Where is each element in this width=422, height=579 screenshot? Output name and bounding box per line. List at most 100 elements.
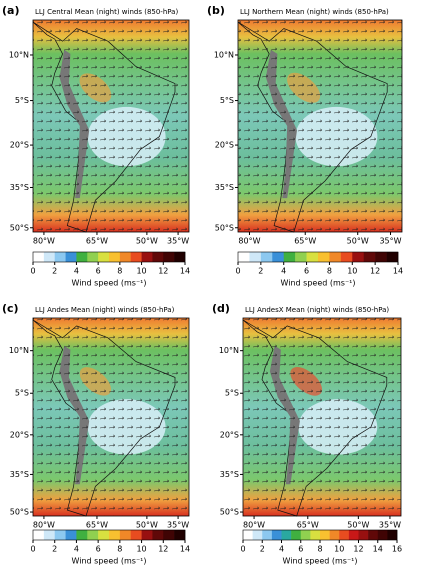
colorbar-tick-label: 14 — [393, 267, 403, 276]
colorbar-tick-label: 0 — [240, 545, 245, 554]
colorbar-tick-label: 6 — [96, 267, 101, 276]
lat-label: 35°S — [220, 470, 239, 479]
colorbar-segment — [386, 252, 399, 262]
colorbar-segment — [320, 530, 330, 540]
lat-label: 5°S — [225, 389, 239, 398]
lat-label: 35°S — [215, 183, 234, 192]
colorbar-tick-label: 8 — [117, 545, 122, 554]
lat-label: 50°S — [10, 508, 29, 517]
colorbar-tick-label: 14 — [180, 545, 190, 554]
colorbar-frame — [32, 251, 186, 263]
lat-label: 35°S — [10, 183, 29, 192]
colorbar-segment — [300, 530, 311, 540]
colorbar-segment — [33, 530, 45, 540]
colorbar-segment — [352, 252, 365, 262]
colorbar-tick-label: 14 — [373, 545, 383, 554]
colorbar-tick-label: 4 — [74, 267, 79, 276]
colorbar-segment — [87, 530, 99, 540]
colorbar-segment — [318, 252, 330, 262]
colorbar-tick-label: 0 — [30, 267, 35, 276]
lat-label: 10°N — [9, 346, 29, 355]
lat-label: 20°S — [220, 430, 239, 439]
colorbar-segment — [76, 530, 88, 540]
wind-vectors — [238, 20, 402, 232]
panel-label: (c) — [2, 302, 19, 315]
lon-label: 50°W — [347, 521, 369, 530]
colorbar-segment — [43, 252, 56, 262]
colorbar-segment — [98, 530, 110, 540]
colorbar-tick-label: 12 — [158, 545, 168, 554]
lon-label: 65°W — [86, 237, 108, 246]
colorbar-tick-label: 10 — [136, 545, 146, 554]
panel: (d) LLJ AndesX Mean (night) winds (850-hP… — [212, 302, 402, 566]
colorbar-tick-label: 4 — [74, 545, 79, 554]
panel-label: (a) — [2, 4, 19, 17]
lon-label: 65°W — [294, 237, 316, 246]
colorbar-tick-label: 2 — [258, 267, 263, 276]
colorbar-frame — [237, 251, 399, 263]
colorbar-tick-label: 4 — [281, 267, 286, 276]
colorbar-tick-label: 2 — [52, 267, 57, 276]
colorbar-tick-label: 6 — [96, 545, 101, 554]
colorbar-label: Wind speed (ms⁻¹) — [281, 279, 356, 288]
colorbar-tick-label: 6 — [298, 545, 303, 554]
colorbar-segment — [87, 252, 99, 262]
colorbar-segment — [119, 252, 132, 262]
lon-label: 50°W — [136, 521, 158, 530]
lon-label: 80°W — [33, 521, 55, 530]
panel-label: (b) — [207, 4, 225, 17]
colorbar-segment — [109, 252, 121, 262]
colorbar-frame — [32, 529, 186, 541]
panel-title: LLJ Northern Mean (night) winds (850-hPa… — [240, 8, 389, 16]
colorbar-segment — [43, 530, 56, 540]
colorbar-segment — [310, 530, 321, 540]
wind-vectors — [33, 318, 189, 516]
wind-vectors — [243, 318, 401, 516]
colorbar-segment — [98, 252, 110, 262]
lat-label: 5°S — [15, 96, 29, 105]
colorbar-tick-label: 12 — [158, 267, 168, 276]
colorbar-segment — [291, 530, 302, 540]
lon-label: 80°W — [243, 521, 265, 530]
lat-label: 10°N — [9, 50, 29, 59]
panel-label: (d) — [212, 302, 230, 315]
colorbar-segment — [358, 530, 369, 540]
colorbar-segment — [54, 252, 66, 262]
colorbar-segment — [141, 252, 153, 262]
colorbar-tick-label: 8 — [117, 267, 122, 276]
colorbar-segment — [387, 530, 398, 540]
colorbar-segment — [295, 252, 307, 262]
lat-label: 50°S — [215, 223, 234, 232]
colorbar-segment — [271, 530, 282, 540]
colorbar-segment — [363, 252, 376, 262]
colorbar-tick-label: 12 — [370, 267, 380, 276]
lon-label: 35°W — [167, 237, 189, 246]
colorbar-tick-label: 10 — [136, 267, 146, 276]
colorbar-segment — [130, 530, 142, 540]
colorbar-segment — [339, 530, 350, 540]
panel-title: LLJ Central Mean (night) winds (850-hPa) — [35, 8, 178, 16]
colorbar-segment — [368, 530, 379, 540]
colorbar-segment — [340, 252, 353, 262]
colorbar-segment — [281, 530, 292, 540]
colorbar-tick-label: 6 — [304, 267, 309, 276]
map-frame — [237, 19, 403, 233]
colorbar-segment — [130, 252, 142, 262]
colorbar-tick-label: 8 — [317, 545, 322, 554]
lon-label: 35°W — [379, 237, 401, 246]
colorbar-segment — [174, 530, 186, 540]
colorbar-segment — [65, 530, 77, 540]
colorbar-segment — [54, 530, 66, 540]
colorbar-tick-label: 0 — [235, 267, 240, 276]
colorbar-segment — [348, 530, 359, 540]
lat-label: 50°S — [10, 223, 29, 232]
colorbar-tick-label: 2 — [52, 545, 57, 554]
colorbar-segment — [141, 530, 153, 540]
lat-label: 20°S — [10, 141, 29, 150]
lat-label: 20°S — [10, 430, 29, 439]
colorbar-label: Wind speed (ms⁻¹) — [283, 557, 358, 566]
lon-label: 80°W — [33, 237, 55, 246]
colorbar-tick-label: 10 — [334, 545, 344, 554]
colorbar-segment — [109, 530, 121, 540]
